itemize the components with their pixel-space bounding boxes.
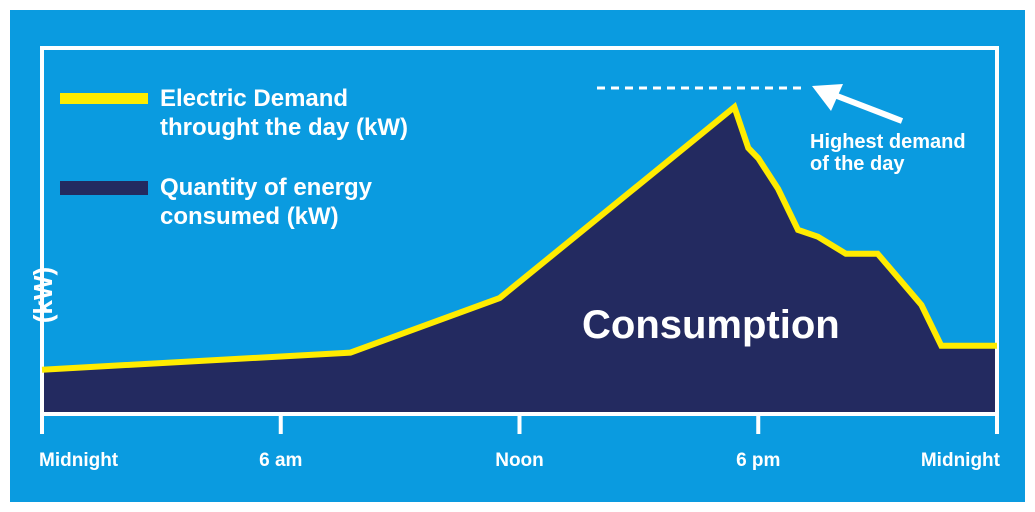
consumption-area xyxy=(42,107,997,414)
x-axis-ticks: Midnight 6 am Noon 6 pm Midnight xyxy=(39,414,1001,471)
legend-label-consumption-line1: Quantity of energy xyxy=(160,174,373,201)
demand-line xyxy=(41,102,997,373)
legend-label-consumption-line2: consumed (kW) xyxy=(160,203,339,230)
y-axis-label: (kW) xyxy=(28,267,58,323)
peak-annotation-line1: Highest demand xyxy=(810,131,966,153)
x-tick-label: Midnight xyxy=(39,450,119,471)
x-tick-label: Midnight xyxy=(921,450,1001,471)
legend-swatch-demand xyxy=(60,93,148,104)
chart-border xyxy=(40,46,999,414)
x-tick-label: Noon xyxy=(495,450,544,471)
demand-line-layer xyxy=(41,102,997,373)
consumption-area-layer xyxy=(42,107,997,414)
legend-swatch-consumption xyxy=(60,181,148,195)
x-tick-label: 6 am xyxy=(259,450,302,471)
legend: Electric Demand throught the day (kW) Qu… xyxy=(60,85,408,230)
peak-arrow-shaft xyxy=(835,93,904,124)
x-tick-label: 6 pm xyxy=(736,450,780,471)
peak-annotation-line2: of the day xyxy=(810,153,905,175)
peak-arrow-head xyxy=(812,84,843,111)
consumption-area-label: Consumption xyxy=(582,303,840,347)
legend-label-demand-line2: throught the day (kW) xyxy=(160,114,408,141)
peak-annotation: Highest demand of the day xyxy=(597,84,966,175)
legend-label-demand-line1: Electric Demand xyxy=(160,85,348,112)
